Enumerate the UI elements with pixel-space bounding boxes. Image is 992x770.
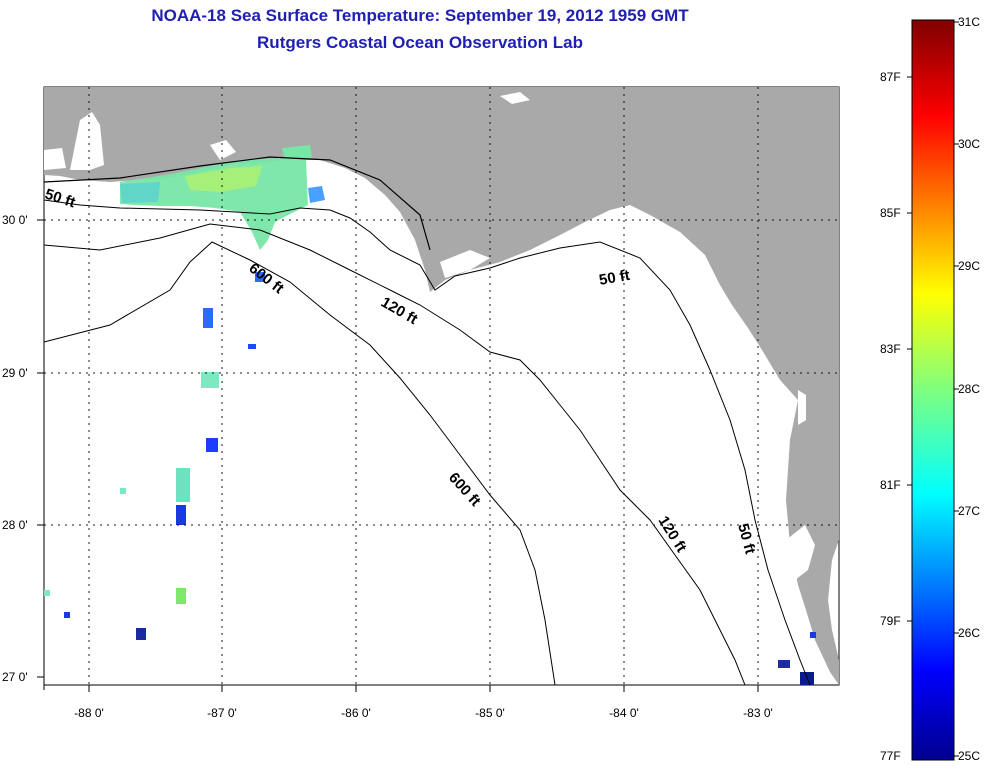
lon-label-85: -85 0': [475, 706, 505, 720]
colorbar-c-31: 31C: [958, 15, 981, 29]
colorbar-c-29: 29C: [958, 259, 981, 273]
lat-label-28: 28 0': [2, 518, 28, 532]
contour-label-50ft-ne: 50 ft: [598, 267, 631, 289]
colorbar-f-87: 87F: [880, 70, 901, 84]
lon-label-87: -87 0': [207, 706, 237, 720]
map-subtitle: Rutgers Coastal Ocean Observation Lab: [257, 33, 583, 52]
colorbar-c-26: 26C: [958, 626, 981, 640]
colorbar: [911, 19, 955, 761]
graticule: [44, 87, 839, 685]
colorbar-f-85: 85F: [880, 206, 901, 220]
colorbar-c-30: 30C: [958, 137, 981, 151]
colorbar-f-81: 81F: [880, 478, 901, 492]
lat-label-30: 30 0': [2, 213, 28, 227]
colorbar-f-79: 79F: [880, 614, 901, 628]
lat-label-29: 29 0': [2, 366, 28, 380]
colorbar-ticks: [907, 21, 959, 757]
lon-label-84: -84 0': [609, 706, 639, 720]
map-title: NOAA-18 Sea Surface Temperature: Septemb…: [151, 6, 689, 25]
colorbar-c-27: 27C: [958, 504, 981, 518]
colorbar-f-77: 77F: [880, 749, 901, 763]
axis-ticks: [37, 219, 759, 692]
colorbar-c-25: 25C: [958, 749, 981, 763]
shoreline-barrier: [44, 156, 431, 251]
colorbar-c-28: 28C: [958, 382, 981, 396]
lon-label-86: -86 0': [341, 706, 371, 720]
colorbar-f-83: 83F: [880, 342, 901, 356]
contour-600ft: [44, 241, 556, 685]
contour-50ft: [44, 199, 811, 685]
lat-label-27: 27 0': [2, 670, 28, 684]
sst-nearshore-patch: [120, 158, 308, 250]
contour-120ft: [44, 223, 746, 685]
land-mass: [44, 87, 839, 685]
lon-label-83: -83 0': [743, 706, 773, 720]
lon-label-88: -88 0': [74, 706, 104, 720]
